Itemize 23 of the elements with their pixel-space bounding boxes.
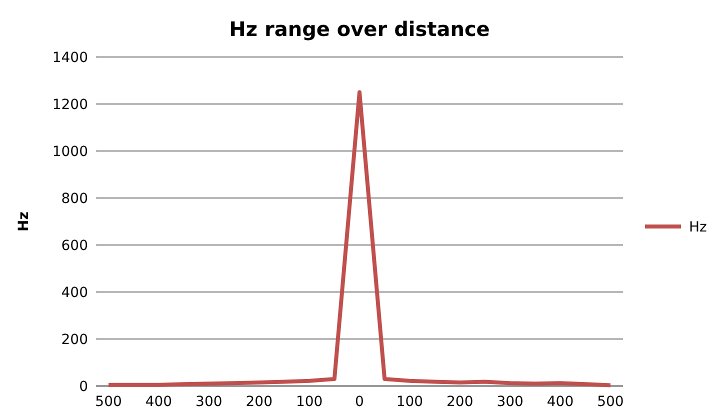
y-tick-label: 1200: [52, 96, 88, 113]
y-tick-label: 1400: [52, 50, 88, 66]
chart-title: Hz range over distance: [229, 17, 490, 41]
x-tick-label: 400: [145, 394, 172, 410]
x-tick-label: 300: [196, 394, 222, 410]
line-series: [106, 90, 612, 388]
x-tick-label: 0: [355, 394, 364, 410]
legend-label: Hz: [689, 219, 707, 236]
x-tick-label: 200: [246, 394, 272, 410]
x-tick-label: 500: [597, 394, 624, 410]
x-tick-label: 100: [296, 394, 323, 410]
x-tick-label: 400: [546, 394, 574, 410]
y-tick-label: 800: [61, 190, 88, 207]
y-tick-label: 600: [61, 238, 88, 254]
y-tick-label: 400: [61, 284, 88, 301]
x-tick-label: 100: [396, 394, 424, 410]
x-tick-label: 200: [446, 394, 474, 410]
y-tick-label: 0: [79, 378, 88, 395]
y-tick-label: 200: [61, 332, 88, 348]
x-tick-label: 300: [496, 394, 524, 410]
y-axis-title: Hz: [16, 212, 32, 232]
x-tick-label: 500: [95, 394, 122, 410]
y-tick-label: 1000: [52, 144, 88, 160]
